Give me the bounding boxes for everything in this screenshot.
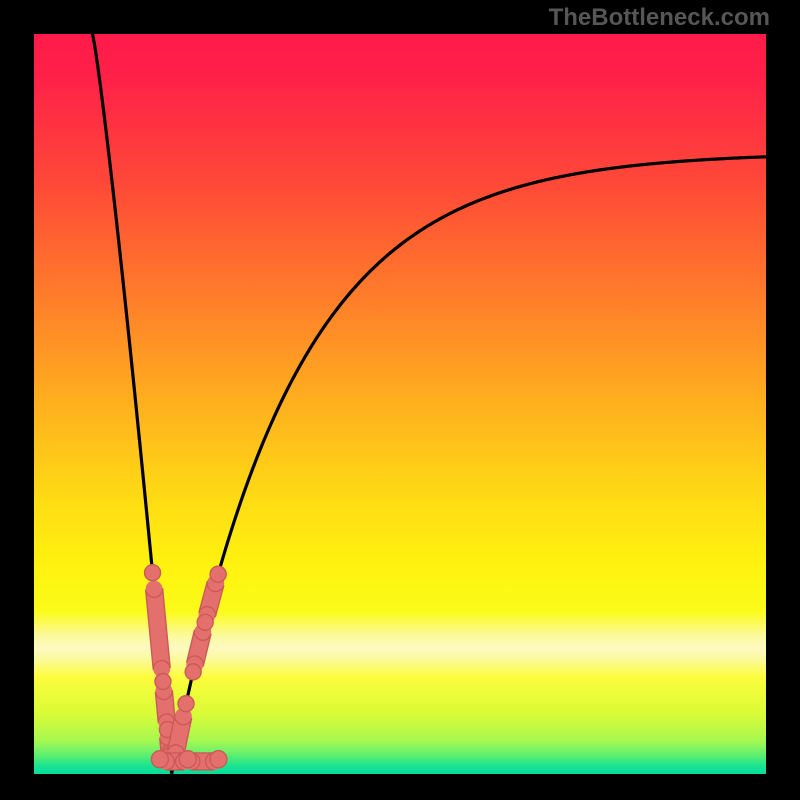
data-point (179, 751, 196, 768)
data-point (185, 664, 201, 680)
plot-background (34, 34, 766, 774)
data-point (178, 696, 194, 712)
data-point (155, 674, 171, 690)
bottleneck-chart (0, 0, 800, 800)
data-point (145, 565, 161, 581)
watermark-text: TheBottleneck.com (549, 4, 770, 32)
data-point (210, 566, 226, 582)
data-point (210, 751, 227, 768)
data-point (151, 751, 168, 768)
data-point (197, 614, 213, 630)
